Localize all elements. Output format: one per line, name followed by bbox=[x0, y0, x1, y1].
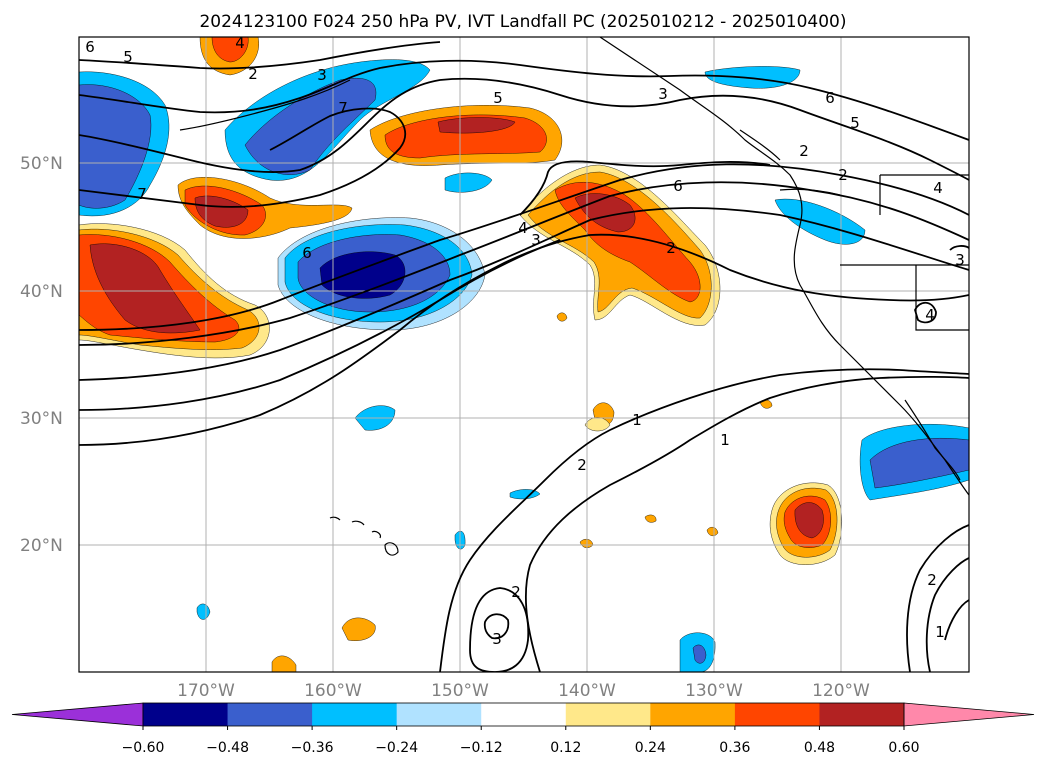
colorbar-segment bbox=[312, 703, 398, 726]
colorbar-tick-label: −0.48 bbox=[206, 740, 249, 756]
pv-negative-region bbox=[869, 438, 969, 489]
contour-label: 6 bbox=[673, 177, 683, 195]
contour-label: 5 bbox=[850, 114, 860, 132]
map-frame bbox=[78, 36, 970, 673]
lon-label: 120°W bbox=[812, 681, 870, 701]
colorbar-tick-label: −0.12 bbox=[460, 740, 503, 756]
pv-positive-region bbox=[211, 37, 249, 63]
latitude-labels: 50°N 40°N 30°N 20°N bbox=[20, 154, 63, 556]
pv-negative-region bbox=[319, 251, 406, 299]
lon-label: 160°W bbox=[304, 681, 362, 701]
contour-label: 5 bbox=[123, 48, 133, 66]
colorbar-segment bbox=[143, 703, 229, 726]
pv-positive-region bbox=[89, 243, 201, 334]
colorbar-tick-label: 0.12 bbox=[550, 740, 581, 756]
contour-label: 3 bbox=[531, 231, 541, 249]
colorbar-extend-max bbox=[903, 702, 1035, 727]
contour-label: 7 bbox=[338, 99, 348, 117]
colorbar-tick-label: −0.60 bbox=[122, 740, 165, 756]
colorbar-segment bbox=[481, 703, 567, 726]
colorbar-tick-label: 0.36 bbox=[719, 740, 750, 756]
colorbar-segment bbox=[227, 703, 313, 726]
pv-positive-region bbox=[271, 655, 297, 672]
pv-positive-region bbox=[706, 526, 719, 537]
colorbar-tick-label: 0.60 bbox=[888, 740, 919, 756]
colorbar-tick-label: 0.24 bbox=[635, 740, 666, 756]
lat-label: 20°N bbox=[20, 536, 63, 556]
contour-label: 3 bbox=[317, 66, 327, 84]
contour-label: 1 bbox=[632, 411, 642, 429]
contour-label: 1 bbox=[720, 431, 730, 449]
lon-label: 130°W bbox=[685, 681, 743, 701]
contour-label: 2 bbox=[927, 571, 937, 589]
longitude-labels: 170°W 160°W 150°W 140°W 130°W 120°W bbox=[177, 681, 870, 701]
contour-label: 2 bbox=[838, 166, 848, 184]
pv-positive-region bbox=[584, 417, 611, 432]
pv-positive-region bbox=[437, 117, 516, 134]
contour-label: 2 bbox=[577, 456, 587, 474]
graticule bbox=[79, 37, 969, 672]
pv-negative-region bbox=[79, 84, 152, 209]
contour-label: 4 bbox=[925, 306, 935, 324]
pv-negative-region bbox=[444, 172, 493, 193]
pv-positive-region bbox=[644, 514, 657, 523]
lat-label: 50°N bbox=[20, 154, 63, 174]
pv-positive-region bbox=[794, 502, 824, 539]
colorbar bbox=[11, 702, 1035, 727]
colorbar-segment bbox=[819, 703, 905, 726]
contour-label: 4 bbox=[235, 34, 245, 52]
contour-label: 2 bbox=[666, 239, 676, 257]
contour-label: 3 bbox=[658, 85, 668, 103]
contour-label: 2 bbox=[248, 65, 258, 83]
contour-label: 7 bbox=[137, 185, 147, 203]
colorbar-tick-label: −0.24 bbox=[375, 740, 418, 756]
lon-label: 150°W bbox=[431, 681, 489, 701]
lat-label: 30°N bbox=[20, 409, 63, 429]
colorbar-segment bbox=[396, 703, 482, 726]
colorbar-tick-labels: −0.60 −0.48 −0.36 −0.24 −0.12 0.12 0.24 0.36 0.4… bbox=[122, 726, 920, 756]
contour-label: 5 bbox=[493, 89, 503, 107]
contour-label: 6 bbox=[302, 244, 312, 262]
colorbar-segment bbox=[565, 703, 651, 726]
colorbar-extend-min bbox=[11, 702, 144, 727]
ivt-contours bbox=[79, 41, 969, 672]
contour-label: 2 bbox=[511, 583, 521, 601]
colorbar-tick-label: −0.36 bbox=[291, 740, 334, 756]
colorbar-tick-label: 0.48 bbox=[804, 740, 835, 756]
lat-label: 40°N bbox=[20, 282, 63, 302]
colorbar-segment bbox=[734, 703, 820, 726]
contour-label: 6 bbox=[825, 89, 835, 107]
pv-positive-region bbox=[556, 312, 568, 322]
contour-label: 1 bbox=[935, 623, 945, 641]
contour-label: 3 bbox=[492, 630, 502, 648]
lon-label: 170°W bbox=[177, 681, 235, 701]
pv-negative-region bbox=[774, 198, 866, 245]
contour-label: 6 bbox=[85, 38, 95, 56]
lon-label: 140°W bbox=[558, 681, 616, 701]
colorbar-frame bbox=[142, 702, 905, 727]
pv-negative-region bbox=[692, 644, 707, 664]
pv-positive-region bbox=[341, 617, 376, 641]
pv-positive-region bbox=[194, 195, 249, 228]
contour-label: 3 bbox=[955, 251, 965, 269]
pv-anomaly-fills bbox=[79, 37, 969, 672]
contour-label: 4 bbox=[518, 219, 528, 237]
pv-negative-region bbox=[196, 603, 211, 620]
colorbar-segment bbox=[650, 703, 736, 726]
contour-label: 4 bbox=[933, 179, 943, 197]
map-title: 2024123100 F024 250 hPa PV, IVT Landfall… bbox=[199, 12, 846, 32]
contour-label: 2 bbox=[799, 142, 809, 160]
